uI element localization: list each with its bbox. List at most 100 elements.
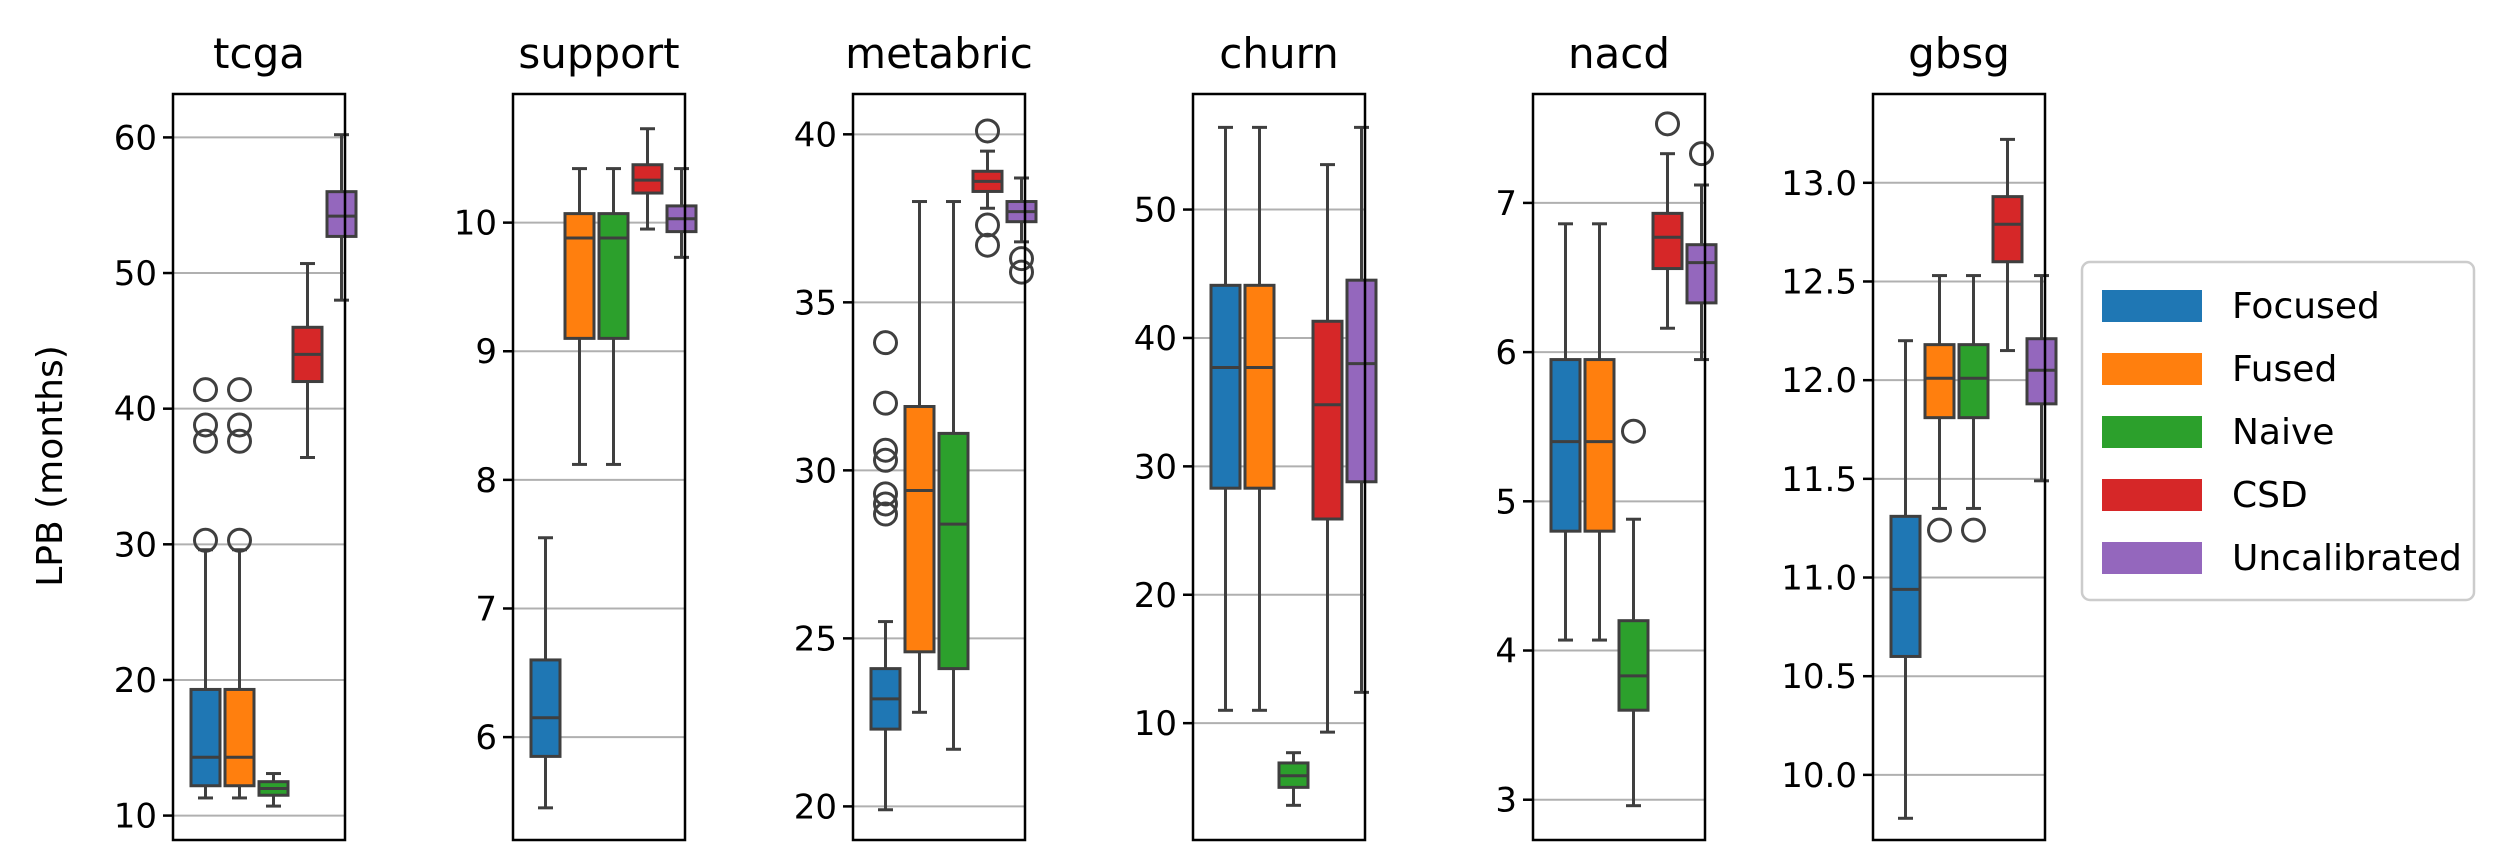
legend-swatch [2102,479,2202,511]
y-tick-label: 11.5 [1781,460,1857,500]
box-body [597,212,630,340]
box-fused [903,200,936,714]
outlier-point [1009,259,1034,285]
box-uncalibrated [1005,176,1038,285]
y-tick-label: 50 [1134,191,1177,231]
box-body [1991,195,2024,264]
panel-title: gbsg [1908,29,2010,78]
box-focused [189,377,222,800]
box-body [1617,619,1650,712]
y-tick-label: 12.5 [1781,262,1857,302]
box-naive [597,167,630,466]
outlier-point [1655,111,1680,137]
box-uncalibrated [665,167,698,259]
panel-frame [851,92,1027,842]
panel-nacd: 3 4 5 6 7 nacd [1495,29,1718,842]
box-body [1651,211,1684,271]
box-csd [631,127,664,231]
y-tick-label: 60 [114,118,157,158]
y-tick-label: 10 [454,204,497,244]
y-tick-label: 30 [1134,447,1177,487]
box-focused [1889,339,1922,820]
box-csd [1651,111,1684,330]
y-tick-label: 10.5 [1781,657,1857,697]
box-fused [1243,125,1276,712]
outlier-point [1927,517,1952,543]
outlier-point [227,428,252,454]
legend-label: Naive [2232,412,2334,453]
y-tick-label: 6 [1495,333,1517,373]
outlier-point [873,491,898,517]
panel-frame [171,92,347,842]
box-body [1583,358,1616,533]
box-body [1311,319,1344,521]
outlier-point [873,390,898,416]
outlier-point [975,232,1000,258]
y-tick-label: 40 [114,390,157,430]
box-fused [223,377,256,800]
box-focused [869,330,902,812]
y-tick-label: 5 [1495,482,1517,522]
box-fused [1583,222,1616,642]
box-body [937,431,970,671]
legend-item-fused: Fused [2102,349,2337,390]
panel-churn: 10 20 30 40 50 churn [1134,29,1378,842]
box-body [325,190,358,238]
outlier-point [873,330,898,356]
legend: Focused Fused Naive CSD Uncalibrated [2080,260,2476,602]
panel-tcga: 10 20 30 40 50 60 tcga [114,29,358,842]
box-body [1889,514,1922,658]
box-body [903,405,936,654]
box-body [1243,283,1276,490]
panel-frame [511,92,687,842]
y-tick-label: 40 [794,115,837,155]
box-fused [1923,274,1956,543]
box-uncalibrated [1345,125,1378,694]
box-focused [529,536,562,810]
panel-title: support [518,29,679,78]
outlier-point [193,527,218,553]
box-uncalibrated [1685,141,1718,362]
outlier-point [975,118,1000,144]
legend-frame [2080,260,2476,602]
outlier-point [227,412,252,438]
panel-title: metabric [845,29,1033,78]
y-tick-label: 10 [1134,704,1177,744]
y-tick-label: 10.0 [1781,756,1857,796]
panel-title: nacd [1568,29,1670,78]
legend-item-focused: Focused [2102,286,2380,327]
y-tick-label: 13.0 [1781,164,1857,204]
box-naive [937,200,970,751]
legend-swatch [2102,353,2202,385]
y-tick-label: 8 [475,461,497,501]
outlier-point [873,447,898,473]
box-csd [1311,163,1344,734]
panel-support: 6 7 8 9 10 support [454,29,698,842]
panel-title: tcga [213,29,305,78]
outlier-point [193,412,218,438]
outlier-point [193,428,218,454]
y-tick-label: 7 [475,589,497,629]
box-naive [257,772,290,808]
box-body [223,687,256,788]
y-axis-label: LPB (months) [30,345,71,587]
y-tick-label: 30 [794,451,837,491]
outlier-point [873,437,898,463]
legend-item-csd: CSD [2102,475,2308,516]
outlier-point [1621,418,1646,444]
box-fused [563,167,596,466]
y-tick-label: 40 [1134,319,1177,359]
legend-swatch [2102,290,2202,322]
y-tick-label: 4 [1495,632,1517,672]
box-body [1685,243,1718,305]
outlier-point [1689,141,1714,167]
panels: 102030405060tcga678910support2025303540m… [114,29,2058,842]
outlier-point [227,527,252,553]
y-tick-label: 3 [1495,781,1517,821]
legend-item-naive: Naive [2102,412,2334,453]
y-tick-label: 20 [114,661,157,701]
box-body [1549,358,1582,533]
box-body [189,687,222,788]
